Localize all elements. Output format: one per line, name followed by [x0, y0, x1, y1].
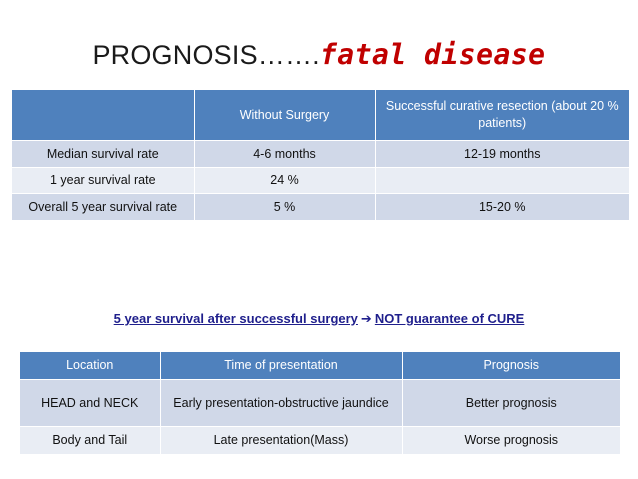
table-cell: [375, 167, 629, 194]
table-cell: 15-20 %: [375, 193, 629, 220]
row-label: Median survival rate: [12, 140, 195, 168]
table-row: Overall 5 year survival rate 5 % 15-20 %: [12, 193, 629, 220]
table-cell: 24 %: [194, 167, 376, 194]
header-successful-resection: Successful curative resection (about 20 …: [375, 90, 629, 141]
arrow-right-icon: ➔: [360, 311, 372, 326]
note-right: NOT guarantee of CURE: [374, 311, 525, 326]
survival-table: Without Surgery Successful curative rese…: [12, 90, 629, 220]
table-cell: Late presentation(Mass): [160, 426, 403, 454]
table-cell: 5 %: [194, 193, 376, 220]
header-prognosis: Prognosis: [402, 352, 620, 380]
header-cell-empty: [12, 90, 195, 141]
row-label: Overall 5 year survival rate: [12, 193, 195, 220]
header-time-of-presentation: Time of presentation: [160, 352, 403, 380]
table-row: Median survival rate 4-6 months 12-19 mo…: [12, 140, 629, 168]
note-left: 5 year survival after successful surgery: [113, 311, 358, 326]
slide-title: PROGNOSIS…….fatal disease: [0, 38, 638, 71]
table-cell: Early presentation-obstructive jaundice: [160, 379, 403, 427]
header-location: Location: [20, 352, 161, 380]
location-prognosis-table: Location Time of presentation Prognosis …: [20, 352, 620, 454]
table-cell: Better prognosis: [402, 379, 620, 427]
table-cell: Body and Tail: [20, 426, 161, 454]
survival-note: 5 year survival after successful surgery…: [0, 311, 638, 327]
table-cell: 12-19 months: [375, 140, 629, 168]
table-header-row: Location Time of presentation Prognosis: [20, 352, 620, 380]
table-cell: HEAD and NECK: [20, 379, 161, 427]
table-row: Body and Tail Late presentation(Mass) Wo…: [20, 426, 620, 454]
table-row: HEAD and NECK Early presentation-obstruc…: [20, 379, 620, 427]
table-cell: 4-6 months: [194, 140, 376, 168]
title-accent: fatal disease: [319, 38, 546, 71]
table-header-row: Without Surgery Successful curative rese…: [12, 90, 629, 141]
table-cell: Worse prognosis: [402, 426, 620, 454]
row-label: 1 year survival rate: [12, 167, 195, 194]
header-without-surgery: Without Surgery: [194, 90, 376, 141]
title-main: PROGNOSIS…….: [92, 40, 320, 70]
table-row: 1 year survival rate 24 %: [12, 167, 629, 194]
